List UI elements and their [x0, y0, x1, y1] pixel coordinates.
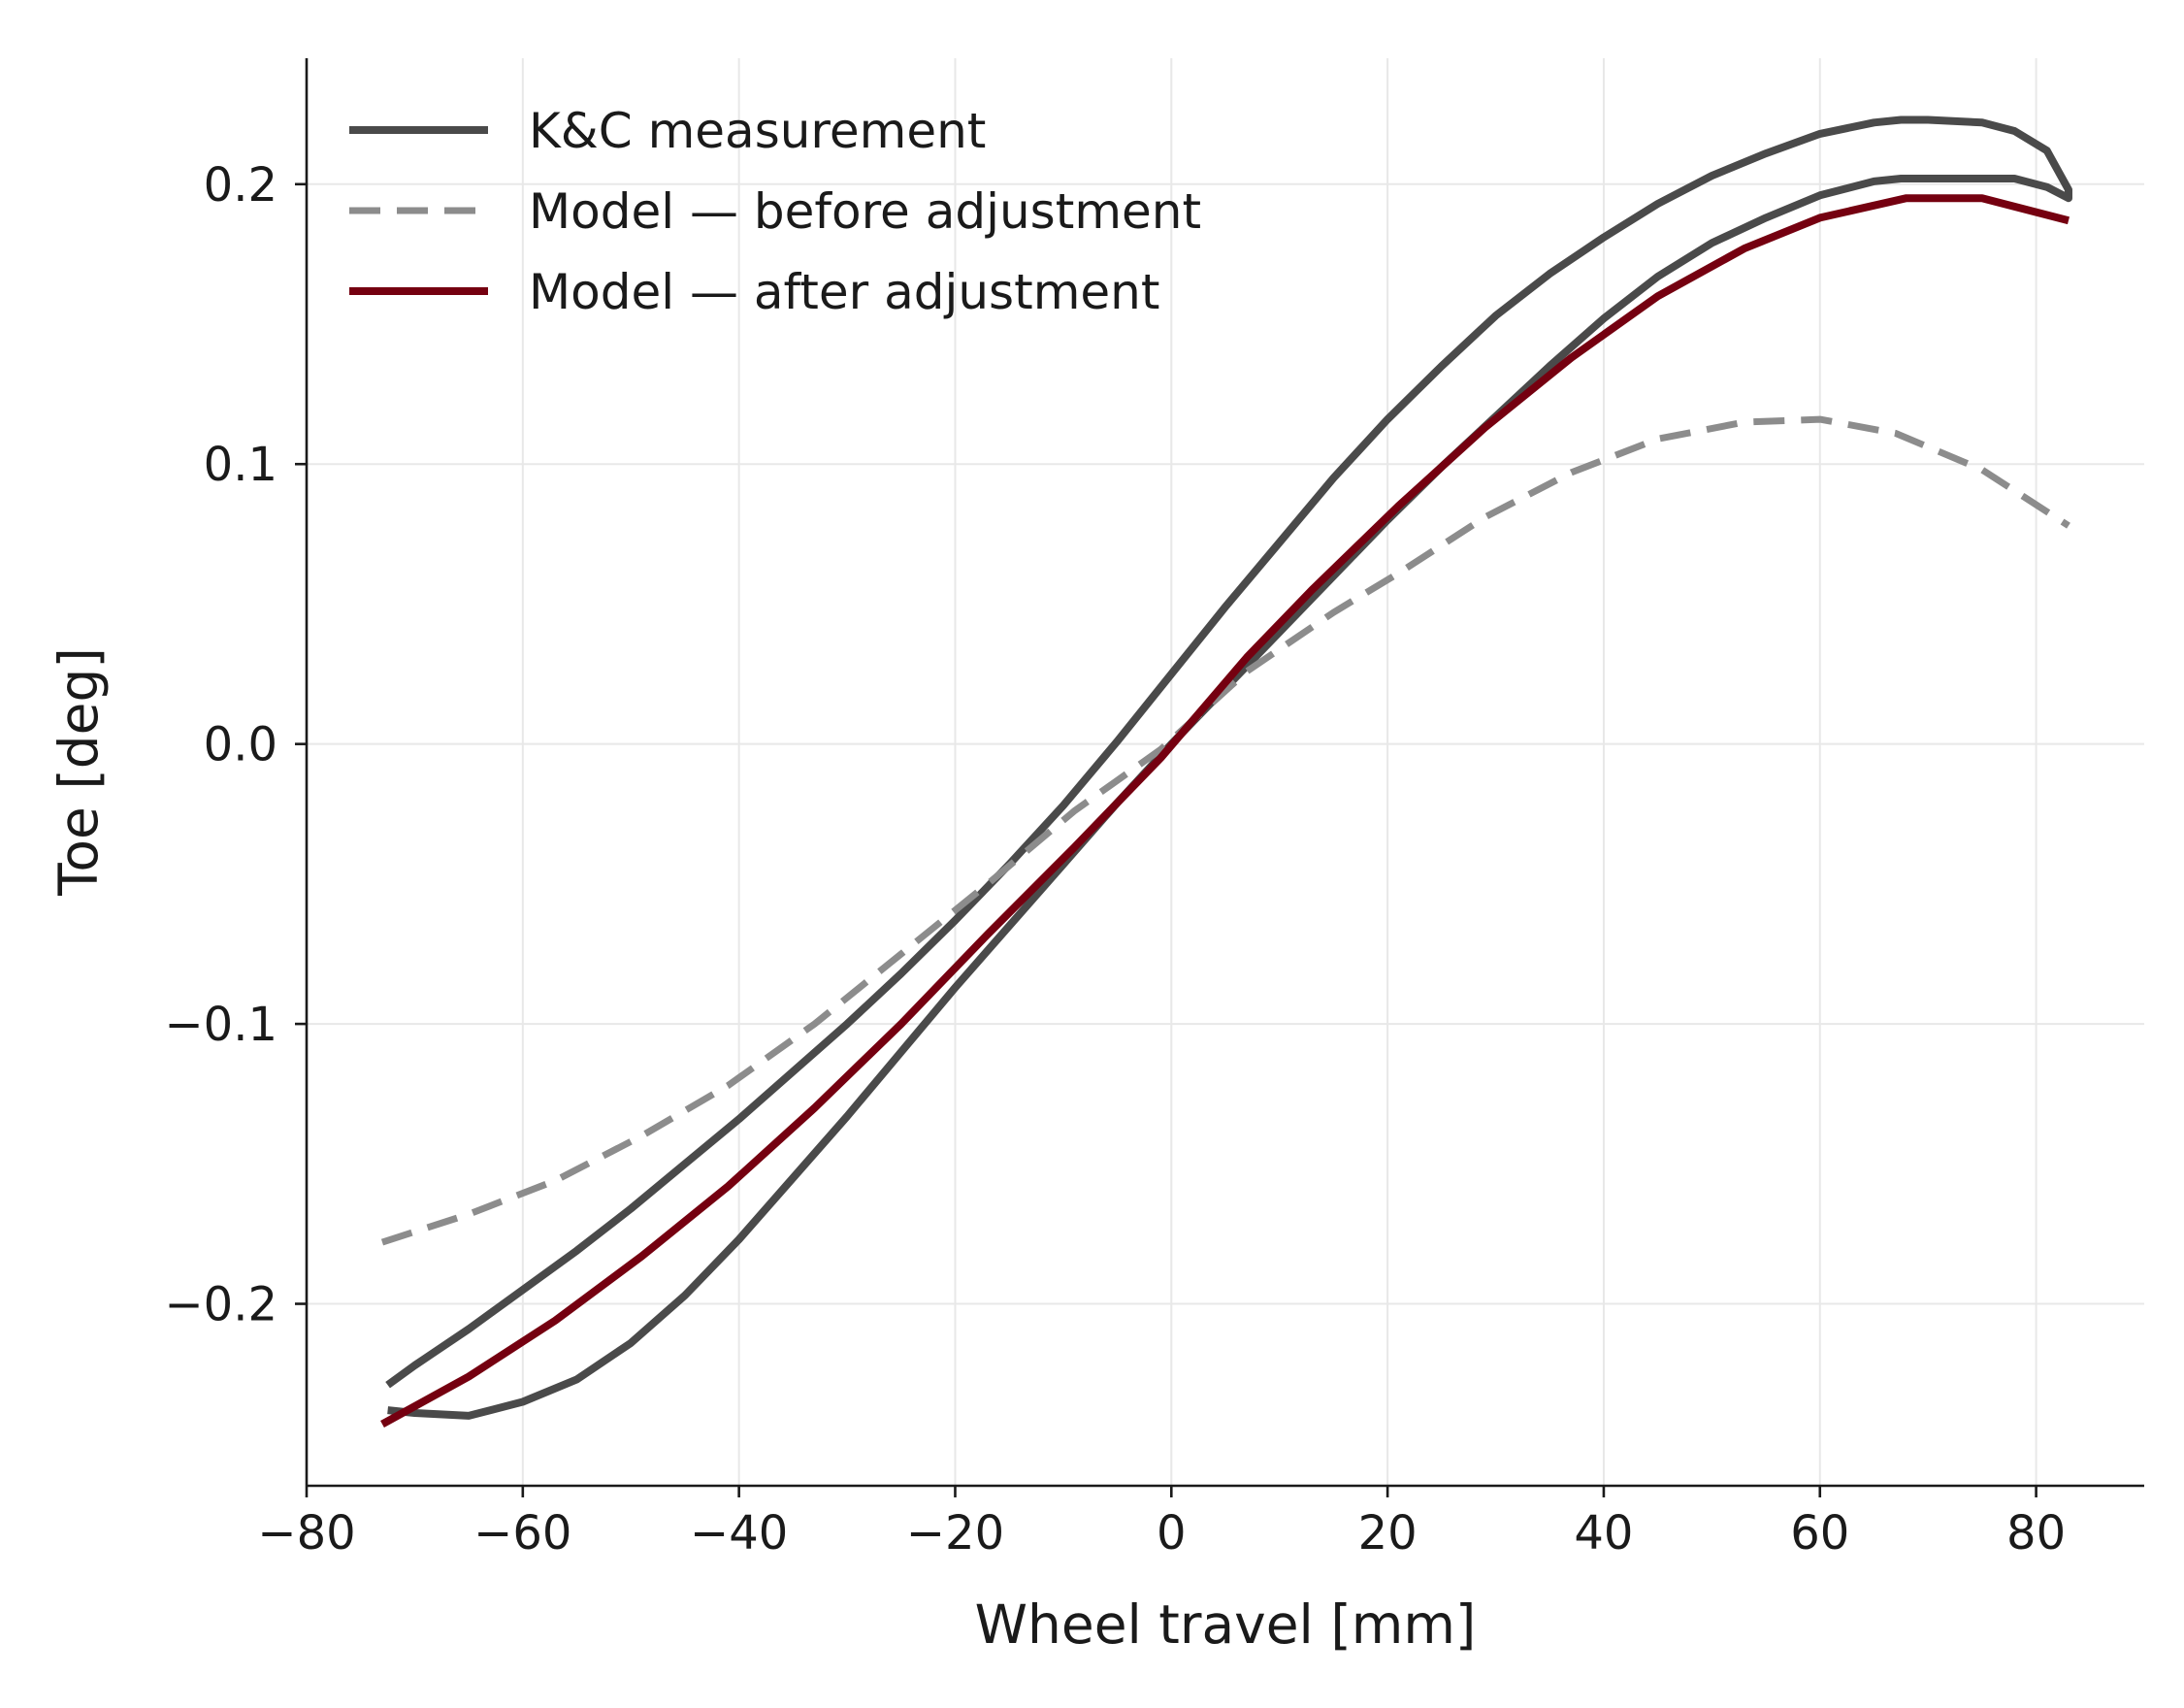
x-tick-label: 40 — [1574, 1506, 1633, 1560]
y-tick-label: −0.2 — [164, 1278, 277, 1332]
axes — [305, 58, 2144, 1488]
x-tick-label: −60 — [473, 1506, 571, 1560]
series-line-k-c-measurement — [385, 115, 2072, 1420]
x-tick-label: −40 — [690, 1506, 788, 1560]
y-tick-label: 0.1 — [204, 438, 277, 492]
legend-label-model-before-adjustment: Model — before adjustment — [529, 183, 1201, 240]
x-tick-label: 80 — [2006, 1506, 2066, 1560]
legend-label-model-after-adjustment: Model — after adjustment — [529, 264, 1159, 320]
x-tick-label: 60 — [1790, 1506, 1849, 1560]
y-axis-label: Toe [deg] — [48, 647, 110, 897]
y-tick-label: −0.1 — [164, 998, 277, 1052]
x-axis-label: Wheel travel [mm] — [975, 1593, 1477, 1656]
legend: K&C measurement Model — before adjustment… — [349, 103, 1201, 320]
x-tick-label: −20 — [906, 1506, 1004, 1560]
x-tick-label: 20 — [1358, 1506, 1418, 1560]
legend-label-k-c-measurement: K&C measurement — [529, 103, 986, 159]
series-line-model-before-adjustment — [380, 415, 2070, 1246]
y-tick-label: 0.0 — [204, 718, 277, 772]
x-tick-label: 0 — [1157, 1506, 1187, 1560]
y-tick-label: 0.2 — [204, 158, 277, 213]
ticks: −80 −60 −40 −20 0 20 40 60 80 −0.2 −0.1 0.0 0.1 0.2 — [164, 158, 2066, 1560]
grid — [306, 58, 2144, 1486]
x-tick-label: −80 — [257, 1506, 355, 1560]
series-layer — [380, 115, 2072, 1429]
series-line-model-after-adjustment — [380, 194, 2070, 1429]
